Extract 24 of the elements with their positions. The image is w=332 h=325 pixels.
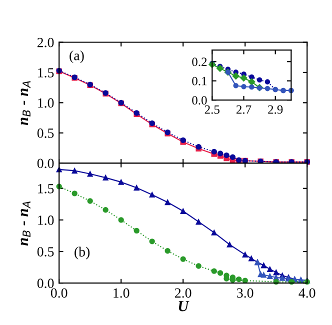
y-tick-label: 0.5 [37, 128, 54, 138]
y-tick-label: 0.0 [37, 278, 54, 288]
y-tick-label: 2.0 [37, 38, 54, 48]
x-tick-label: 0.0 [50, 288, 68, 298]
y-axis-title: n$_{B}$ - n$_{A}$ [20, 202, 30, 246]
annotation: (a) [70, 50, 84, 64]
x-tick-label: 1.0 [114, 288, 130, 298]
y-tick-label: 1.5 [38, 184, 54, 194]
y-tick-label: 0.0 [37, 158, 54, 168]
y-tick-label: 0.2 [192, 58, 207, 66]
y-tick-label: 0.0 [192, 96, 207, 105]
x-tick-label: 4.0 [298, 288, 316, 298]
x-tick-label: 3.0 [237, 288, 254, 298]
x-tick-label: 2.5 [204, 105, 220, 114]
y-tick-label: 1.0 [38, 216, 54, 225]
annotation: (b) [74, 246, 90, 260]
x-tick-label: 2.7 [236, 105, 252, 114]
y-axis-title: n$_{B}$ - n$_{A}$ [20, 81, 30, 126]
y-tick-label: 0.5 [37, 247, 54, 257]
x-tick-label: 2.0 [175, 288, 192, 298]
x-tick-label: 2.9 [268, 105, 283, 114]
y-tick-label: 1.5 [38, 68, 54, 78]
y-tick-label: 0.1 [192, 76, 207, 86]
x-axis-title: U [178, 301, 190, 312]
